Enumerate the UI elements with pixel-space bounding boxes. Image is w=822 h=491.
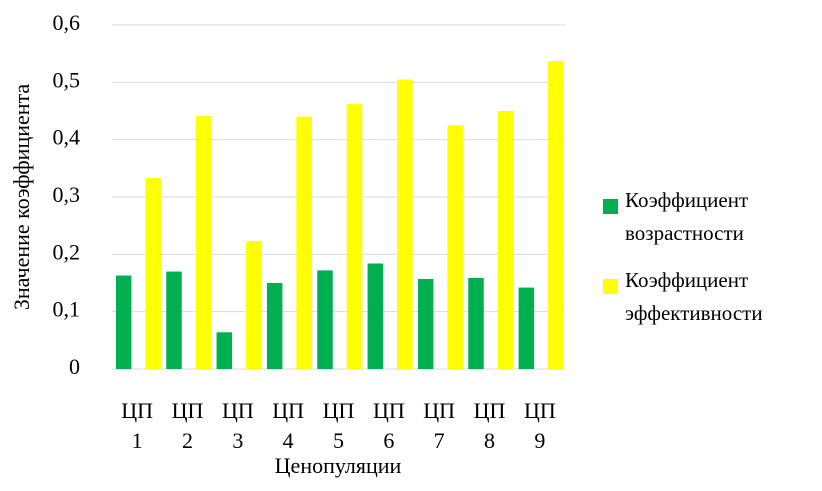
bar (246, 241, 262, 369)
bar (417, 278, 434, 369)
x-tick-label: ЦП 2 (171, 398, 204, 453)
y-tick-label: 0 (69, 354, 80, 379)
bar (518, 287, 535, 369)
x-tick-label: ЦП 3 (221, 398, 254, 453)
legend-swatch (603, 279, 618, 294)
bar (166, 271, 182, 369)
bar (266, 283, 283, 369)
x-tick-label: ЦП 5 (322, 398, 355, 453)
y-tick-label: 0,5 (53, 67, 81, 92)
bar (145, 178, 161, 369)
y-tick-label: 0,2 (53, 239, 81, 264)
bar (447, 125, 463, 369)
y-tick-label: 0,1 (53, 297, 81, 322)
y-tick-label: 0,4 (53, 125, 81, 150)
y-axis-label: Значение коэффициента (9, 84, 34, 311)
bar (115, 275, 132, 369)
bar (296, 116, 312, 369)
bar (346, 104, 363, 370)
y-tick-label: 0,3 (53, 182, 81, 207)
x-tick-label: ЦП 7 (423, 398, 456, 453)
x-tick-label: ЦП 4 (272, 398, 305, 453)
bar (497, 111, 514, 369)
bar (216, 332, 233, 369)
bar (397, 79, 413, 369)
bar (548, 61, 564, 370)
x-tick-label: ЦП 6 (372, 398, 405, 453)
bar (195, 116, 212, 369)
x-tick-label: ЦП 8 (473, 398, 506, 453)
x-axis-label: Ценопуляции (275, 453, 402, 478)
legend-label: Коэффициент эффективности (625, 268, 763, 325)
y-tick-label: 0,6 (53, 10, 81, 35)
legend-label: Коэффициент возрастности (625, 188, 749, 245)
bar (367, 263, 384, 369)
x-tick-label: ЦП 9 (523, 398, 556, 453)
legend-swatch (603, 199, 618, 214)
bar (317, 270, 333, 369)
x-tick-label: ЦП 1 (121, 398, 154, 453)
bar (468, 277, 484, 369)
